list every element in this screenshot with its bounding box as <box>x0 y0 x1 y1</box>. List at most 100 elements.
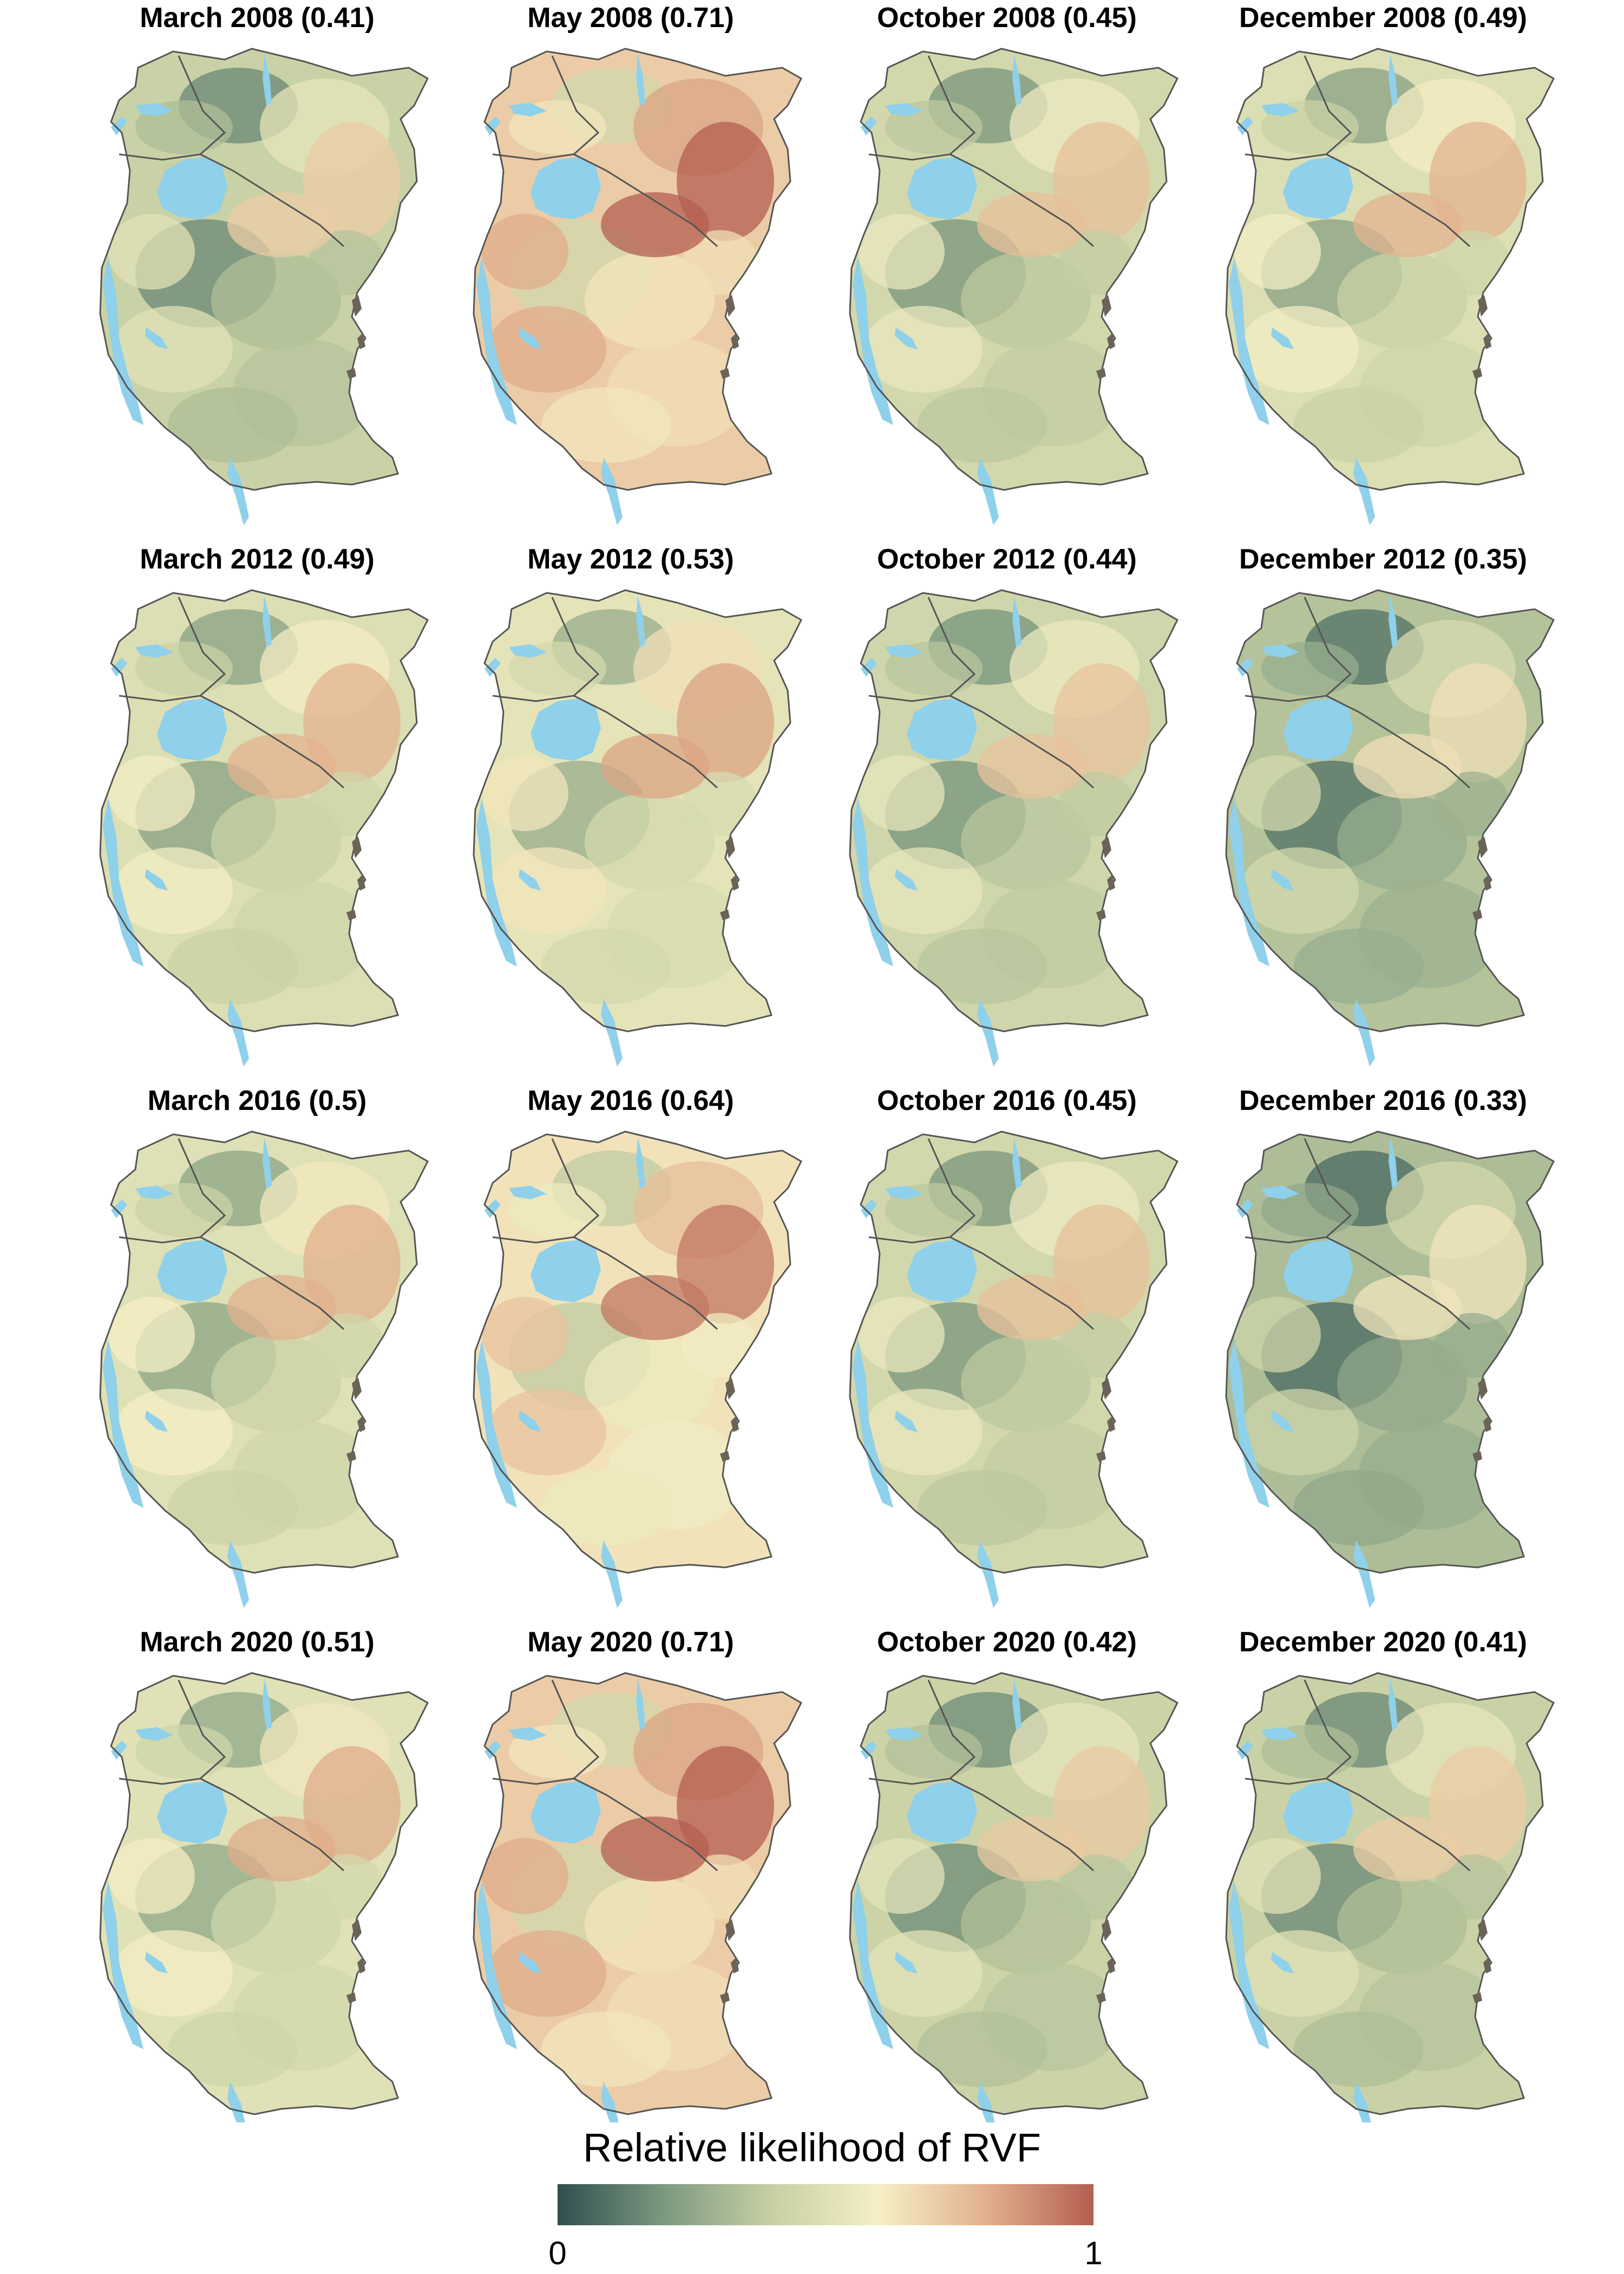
coastline <box>99 1672 429 2115</box>
map-panel-title: October 2016 (0.45) <box>877 1085 1137 1116</box>
risk-texture-patch <box>863 847 983 934</box>
lake <box>103 799 143 966</box>
island <box>725 1919 735 1941</box>
island <box>1102 295 1111 317</box>
risk-texture-patch <box>1337 1335 1467 1432</box>
map-panel-title: March 2008 (0.41) <box>140 2 375 34</box>
lake <box>861 658 877 677</box>
lake <box>1271 1952 1294 1974</box>
country-borders <box>119 55 344 247</box>
lake <box>509 1186 547 1199</box>
country-borders <box>119 597 344 789</box>
map-panel-title: December 2016 (0.33) <box>1239 1085 1527 1116</box>
lake <box>861 1741 877 1760</box>
lake <box>263 1137 272 1188</box>
lake <box>519 869 541 891</box>
risk-texture-patch <box>1353 734 1462 799</box>
risk-texture-patch <box>918 387 1047 463</box>
lake <box>227 999 249 1067</box>
risk-texture-patch <box>682 1854 758 1919</box>
risk-texture-patch <box>541 929 671 1004</box>
risk-texture-patch <box>1294 929 1424 1004</box>
coastline <box>1225 1131 1555 1574</box>
island <box>720 1992 730 2003</box>
map-panel-title: May 2008 (0.71) <box>527 2 734 34</box>
risk-texture-patch <box>1240 1930 1359 2017</box>
risk-texture-patch <box>487 306 606 393</box>
lake <box>519 1952 541 1974</box>
island <box>1483 1416 1491 1432</box>
map-panel-may-2008: May 2008 (0.71) <box>473 2 802 525</box>
country-borders <box>868 597 1094 789</box>
lake <box>977 458 999 525</box>
risk-texture-patch <box>863 1930 983 2017</box>
island <box>346 368 356 379</box>
lake <box>853 257 893 425</box>
island <box>720 368 730 379</box>
coastline <box>1225 589 1555 1033</box>
coastline <box>1225 1672 1555 2115</box>
legend-min-label: 0 <box>548 2235 566 2271</box>
country-borders <box>868 1138 1094 1330</box>
lake <box>1237 1199 1253 1218</box>
map-panel-october-2008: October 2008 (0.45) <box>849 2 1178 525</box>
risk-texture-patch <box>585 793 715 891</box>
risk-texture-patch <box>168 2011 298 2087</box>
map-panel-title: October 2012 (0.44) <box>877 544 1137 575</box>
lake <box>1389 1678 1398 1730</box>
map-panel-title: December 2020 (0.41) <box>1239 1626 1527 1658</box>
lake <box>476 799 517 966</box>
island <box>1107 1957 1115 1974</box>
risk-texture-patch <box>309 230 384 295</box>
lake <box>531 1240 601 1302</box>
island <box>1483 333 1491 349</box>
map-panel-march-2020: March 2020 (0.51) <box>99 1626 429 2122</box>
risk-texture-patch <box>977 734 1085 799</box>
risk-texture-patch <box>108 755 195 831</box>
lake <box>895 328 918 349</box>
risk-texture-patch <box>482 755 568 831</box>
island <box>725 837 735 858</box>
risk-texture-patch <box>961 1876 1091 1974</box>
lake <box>977 1540 999 1608</box>
lake <box>157 698 227 761</box>
risk-texture-patch <box>211 252 341 349</box>
lake <box>907 1240 977 1302</box>
lake <box>885 1186 923 1199</box>
risk-texture-patch <box>682 230 758 295</box>
map-panel-october-2016: October 2016 (0.45) <box>849 1085 1178 1608</box>
risk-texture-patch <box>541 2011 671 2087</box>
lake <box>1283 698 1353 761</box>
lake <box>476 1881 517 2049</box>
island <box>1096 368 1106 379</box>
lake <box>157 157 227 219</box>
coastline <box>849 48 1178 491</box>
lake <box>135 103 173 116</box>
risk-texture-patch <box>1058 230 1134 295</box>
lake <box>1237 1741 1253 1760</box>
lake <box>1261 103 1299 116</box>
map-panel-october-2020: October 2020 (0.42) <box>849 1626 1178 2122</box>
legend-title: Relative likelihood of RVF <box>583 2125 1041 2170</box>
risk-texture-patch <box>918 1470 1047 1546</box>
lake <box>1389 54 1398 106</box>
coastline <box>849 589 1178 1033</box>
island <box>1107 1416 1115 1432</box>
risk-texture-patch <box>585 1876 715 1974</box>
risk-texture-patch <box>114 1389 233 1475</box>
island <box>1483 1957 1491 1974</box>
country-borders <box>1245 1680 1470 1872</box>
lake <box>519 328 541 349</box>
island <box>1472 368 1482 379</box>
lake <box>484 658 501 677</box>
lake <box>263 54 272 106</box>
map-panel-title: December 2012 (0.35) <box>1239 544 1527 575</box>
lake <box>1271 1410 1294 1432</box>
island <box>1478 295 1488 317</box>
lake <box>907 698 977 761</box>
risk-texture-patch <box>863 1389 983 1475</box>
island <box>720 1451 730 1462</box>
coastline <box>1225 48 1555 491</box>
risk-texture-patch <box>1435 1313 1510 1378</box>
lake <box>977 2082 995 2122</box>
